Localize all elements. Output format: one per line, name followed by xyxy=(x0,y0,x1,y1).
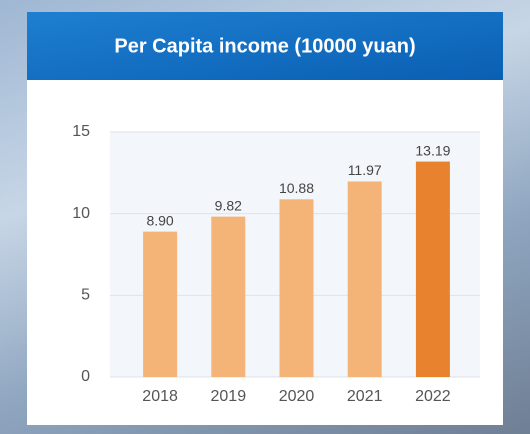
chart-title: Per Capita income (10000 yuan) xyxy=(114,35,415,57)
data-label: 8.90 xyxy=(146,212,173,228)
data-label: 11.97 xyxy=(348,162,382,178)
x-tick-label: 2021 xyxy=(347,388,383,405)
bar xyxy=(415,161,450,377)
y-tick-label: 5 xyxy=(81,287,90,304)
x-tick-label: 2020 xyxy=(279,388,315,405)
data-label: 9.82 xyxy=(215,197,242,213)
x-tick-label: 2019 xyxy=(211,388,247,405)
y-tick-label: 10 xyxy=(72,205,90,222)
bar xyxy=(211,216,246,377)
bar xyxy=(279,199,314,377)
x-tick-label: 2018 xyxy=(142,388,178,405)
card-header xyxy=(27,12,503,80)
bar xyxy=(143,231,178,377)
x-tick-label: 2022 xyxy=(415,388,451,405)
data-label: 10.88 xyxy=(279,180,314,196)
data-label: 13.19 xyxy=(415,142,450,158)
y-tick-label: 15 xyxy=(72,123,90,140)
bar xyxy=(347,181,382,377)
y-tick-label: 0 xyxy=(81,368,90,385)
